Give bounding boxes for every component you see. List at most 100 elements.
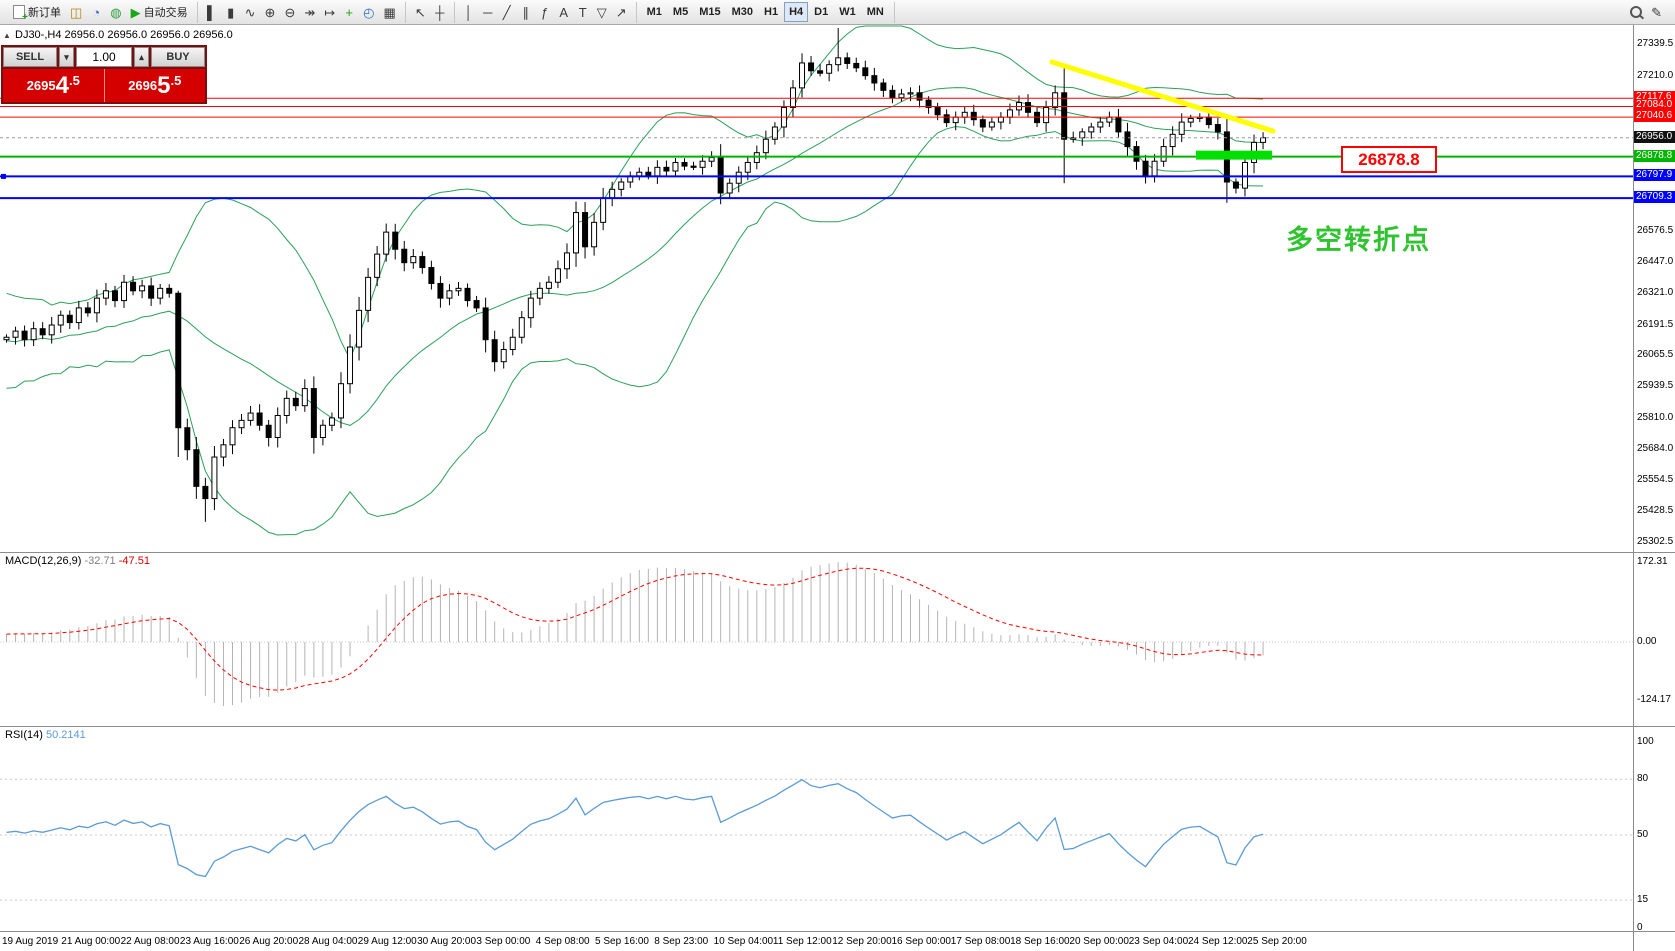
tile-windows-button[interactable]: ▦: [380, 2, 400, 22]
tf-w1-button[interactable]: W1: [834, 2, 861, 22]
panel-divider-macd[interactable]: [0, 552, 1675, 553]
indicators-button[interactable]: +: [340, 2, 358, 22]
tf-mn-button[interactable]: MN: [862, 2, 889, 22]
candle: [545, 281, 552, 289]
price-annotation-box[interactable]: 26878.8: [1341, 146, 1437, 173]
yellow-trendline[interactable]: [1049, 59, 1276, 134]
tf-m5-label: M5: [672, 6, 689, 18]
candle: [265, 424, 272, 438]
shapes-icon: ▽: [596, 4, 607, 20]
candle: [1169, 133, 1176, 148]
chart-ohlc-label: DJ30-,H4 26956.0 26956.0 26956.0 26956.0: [15, 29, 233, 41]
candle: [121, 281, 128, 302]
candle: [48, 324, 55, 336]
layouts-button[interactable]: ◫: [66, 2, 86, 22]
indicators-icon: +: [345, 4, 353, 20]
candle: [853, 62, 860, 69]
line-chart-button[interactable]: ∿: [241, 2, 260, 22]
right-group: ✎: [1621, 2, 1671, 23]
tf-m5-button[interactable]: M5: [668, 2, 693, 22]
tf-d1-button[interactable]: D1: [809, 2, 833, 22]
candle: [383, 231, 390, 255]
candle: [835, 57, 842, 66]
candle: [582, 212, 589, 248]
time-axis[interactable]: 19 Aug 2019 21 Aug 00:00 22 Aug 08:00 23 Au…: [0, 932, 1633, 951]
hline-handle[interactable]: [1, 173, 6, 179]
search-button[interactable]: [1626, 2, 1646, 22]
sell-price-prefix: 2695: [26, 78, 56, 93]
sell-price-big-digit: 4: [55, 71, 69, 99]
price-scale-label: 26576.5: [1637, 224, 1674, 236]
new-order-button[interactable]: 新订单: [9, 2, 65, 23]
tf-h1-button[interactable]: H1: [759, 2, 783, 22]
sell-button[interactable]: SELL: [3, 47, 57, 67]
trendline-button[interactable]: ╱: [498, 2, 516, 22]
panel-divider-rsi[interactable]: [0, 726, 1675, 727]
auto-scroll-button[interactable]: ↠: [300, 2, 319, 22]
tf-m30-button[interactable]: M30: [727, 2, 758, 22]
candle: [663, 166, 670, 172]
layouts-icon: ◫: [70, 4, 83, 20]
tf-h4-button[interactable]: H4: [784, 2, 809, 22]
alerts-button[interactable]: ◍: [106, 2, 125, 22]
horizontal-line-button[interactable]: ─: [479, 2, 497, 22]
rsi-scale-label: 50: [1637, 829, 1649, 840]
tf-m15-button[interactable]: M15: [694, 2, 725, 22]
collapse-subwindow-icon[interactable]: ▲: [3, 31, 11, 40]
vertical-line-button[interactable]: │: [460, 2, 478, 22]
text-icon: A: [559, 4, 569, 20]
bar-chart-button[interactable]: ▌: [203, 2, 221, 22]
support-zone-mark[interactable]: [1196, 150, 1272, 160]
time-label: 20 Sep 00:00: [1069, 936, 1129, 947]
candle-chart-button[interactable]: ▮: [222, 2, 240, 22]
cursor-button[interactable]: ↖: [411, 2, 430, 22]
candle: [536, 287, 543, 299]
rsi-line: [6, 778, 1264, 878]
candle: [1178, 121, 1185, 135]
price-scale-label: 26321.0: [1637, 287, 1674, 298]
sell-price[interactable]: 2695 4.5: [3, 69, 105, 102]
zoom-out-button[interactable]: ⊖: [280, 2, 299, 22]
candle: [1205, 116, 1212, 126]
new-order-label: 新订单: [28, 7, 61, 19]
periods-button[interactable]: ◴: [359, 2, 378, 22]
zoom-in-button[interactable]: ⊕: [261, 2, 280, 22]
time-label: 29 Aug 12:00: [357, 936, 417, 947]
buy-price[interactable]: 2696 5.5: [104, 69, 205, 102]
text-button[interactable]: A: [555, 2, 573, 22]
profiles-button[interactable]: ◔: [87, 2, 105, 22]
volume-input[interactable]: [76, 47, 132, 67]
volume-spinner[interactable]: ▴: [134, 47, 149, 67]
arrow-tool-button[interactable]: ↗: [612, 2, 631, 22]
shapes-button[interactable]: ▽: [593, 2, 611, 22]
price-scale[interactable]: 27339.5 27210.0 26576.5 26447.0 26321.0 26191…: [1633, 25, 1675, 951]
macd-signal-value: -47.51: [118, 555, 150, 567]
new-order-icon: [13, 5, 28, 23]
buy-button[interactable]: BUY: [151, 47, 205, 67]
fibonacci-button[interactable]: ƒ: [536, 2, 554, 22]
sell-dropdown-caret[interactable]: ▾: [59, 47, 74, 67]
macd-scale-label: 0.00: [1637, 636, 1657, 647]
tf-m1-label: M1: [646, 6, 662, 18]
edit-button[interactable]: ✎: [1647, 2, 1666, 22]
auto-trading-button[interactable]: ▶ 自动交易: [127, 2, 192, 22]
crosshair-button[interactable]: ┼: [431, 2, 449, 22]
trade-panel-prices: 2695 4.5 2696 5.5: [3, 69, 205, 102]
price-level-badge: 26709.3: [1634, 191, 1675, 204]
turning-point-annotation[interactable]: 多空转折点: [1286, 225, 1431, 255]
candle: [365, 276, 372, 311]
candle: [970, 111, 977, 121]
auto-trading-icon: ▶: [130, 4, 141, 20]
candle: [1052, 92, 1059, 108]
candle: [672, 161, 679, 172]
candle: [925, 99, 932, 108]
tf-m1-button[interactable]: M1: [642, 2, 667, 22]
label-button[interactable]: T: [574, 2, 592, 22]
price-scale-label: 26065.5: [1637, 349, 1674, 361]
channel-button[interactable]: ∥: [517, 2, 535, 22]
price-scale-label: 25428.5: [1637, 505, 1674, 517]
chart-shift-button[interactable]: ↦: [320, 2, 339, 22]
candle: [193, 449, 200, 487]
